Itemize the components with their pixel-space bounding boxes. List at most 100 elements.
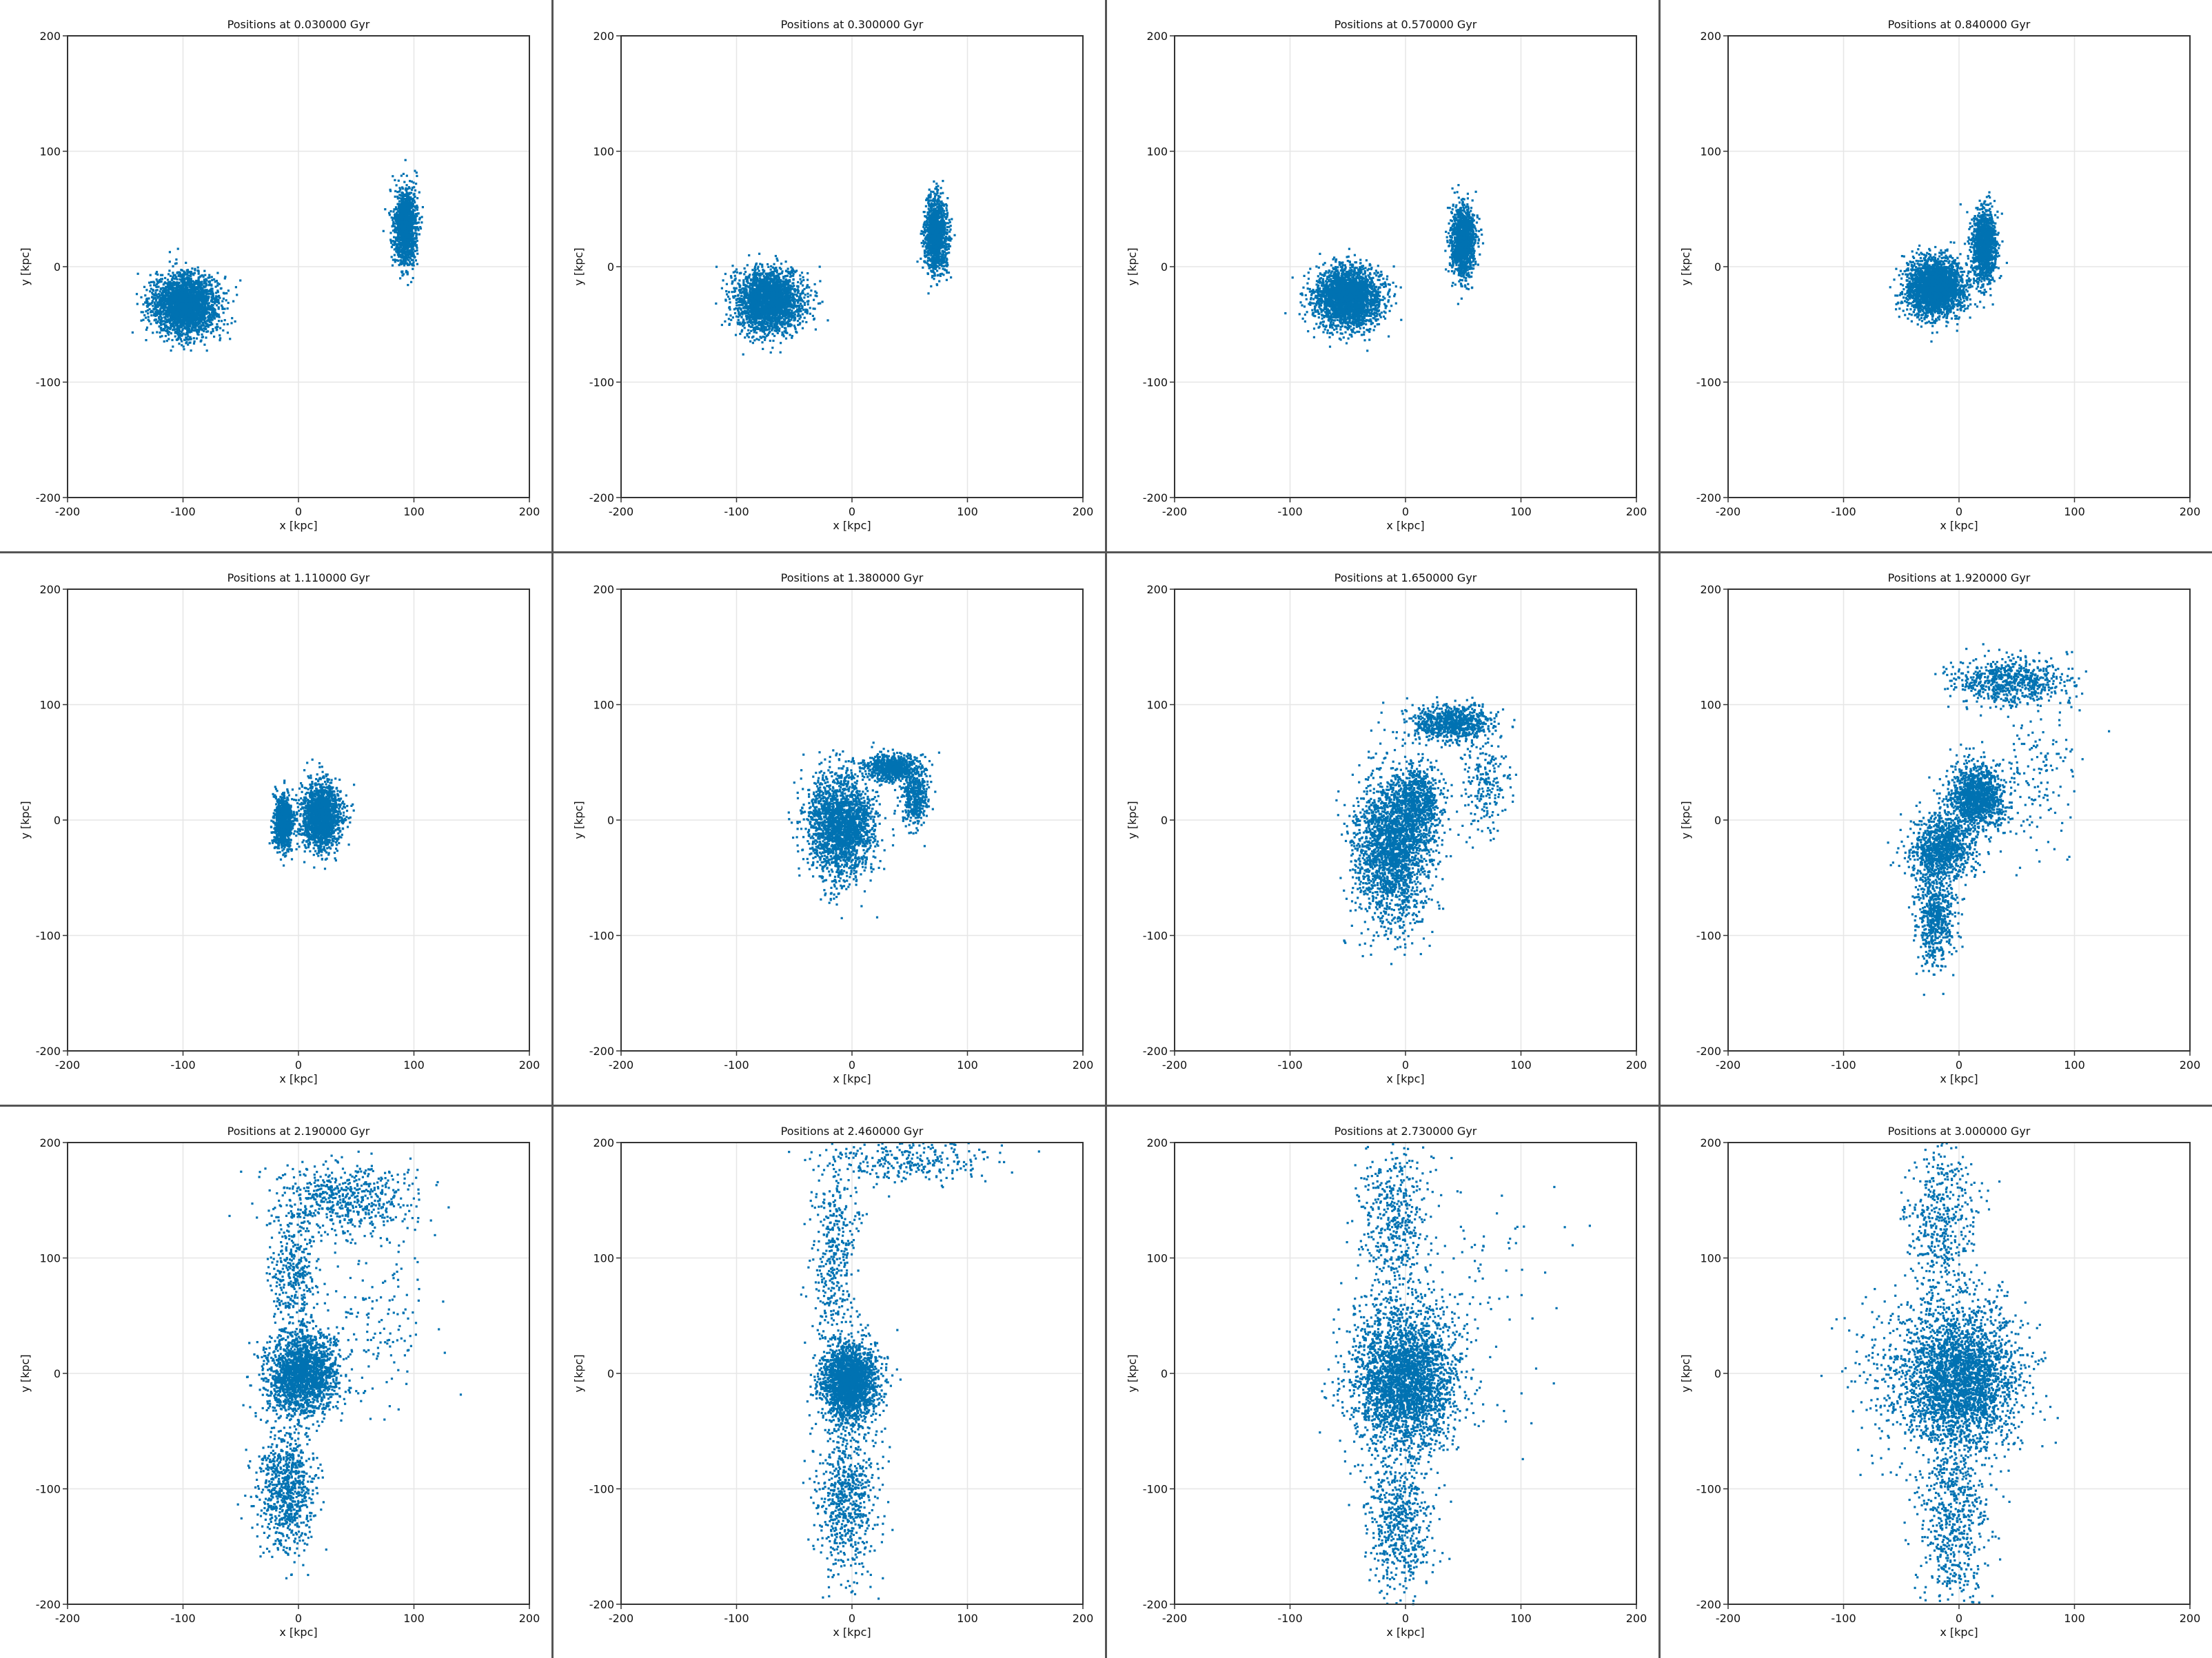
data-point — [182, 328, 184, 330]
data-point — [167, 331, 169, 333]
data-point — [394, 196, 396, 198]
data-point — [406, 254, 408, 256]
data-point — [764, 339, 766, 341]
data-point — [174, 331, 176, 334]
data-point — [167, 278, 169, 280]
data-point — [216, 323, 218, 325]
data-point — [771, 333, 773, 335]
data-point — [771, 329, 773, 331]
data-point — [169, 251, 171, 253]
data-point — [395, 214, 397, 216]
data-point — [191, 298, 193, 300]
data-point — [192, 317, 194, 319]
data-point — [406, 263, 408, 265]
data-point — [154, 307, 156, 309]
data-point — [194, 320, 196, 323]
data-point — [412, 234, 414, 236]
data-point — [810, 289, 812, 291]
data-point — [199, 276, 201, 278]
data-point — [408, 212, 410, 214]
data-point — [397, 251, 399, 253]
data-point — [412, 187, 414, 189]
data-point — [412, 203, 414, 205]
data-point — [190, 320, 192, 323]
data-point — [805, 321, 807, 323]
data-point — [208, 276, 210, 278]
data-point — [396, 184, 398, 186]
data-point — [185, 262, 187, 264]
data-point — [154, 285, 156, 287]
data-point — [179, 334, 181, 336]
data-point — [212, 330, 214, 332]
data-point — [758, 324, 760, 326]
data-point — [166, 340, 168, 342]
data-point — [403, 207, 405, 209]
data-point — [236, 294, 238, 296]
data-point — [199, 307, 201, 309]
data-point — [216, 272, 219, 274]
data-point — [203, 300, 205, 302]
data-point — [400, 174, 403, 176]
data-point — [174, 291, 176, 294]
data-point — [206, 298, 208, 300]
data-point — [403, 203, 405, 205]
data-point — [187, 344, 189, 346]
data-point — [193, 299, 195, 301]
data-point — [400, 214, 403, 216]
data-point — [174, 311, 176, 313]
data-point — [174, 336, 176, 338]
data-point — [392, 240, 394, 242]
data-point — [196, 280, 199, 282]
data-point — [402, 232, 404, 234]
data-point — [401, 192, 403, 194]
data-point — [184, 334, 186, 336]
data-point — [189, 342, 191, 344]
data-point — [409, 187, 411, 190]
data-point — [397, 240, 399, 242]
data-point — [216, 314, 219, 316]
data-point — [787, 268, 789, 270]
data-point — [227, 323, 229, 325]
data-point — [168, 291, 170, 294]
data-point — [206, 323, 208, 325]
data-point — [384, 208, 386, 210]
data-point — [181, 305, 183, 307]
data-point — [183, 307, 185, 309]
data-point — [806, 279, 809, 281]
data-point — [202, 316, 204, 318]
data-point — [396, 218, 398, 221]
data-point — [150, 314, 152, 316]
data-point — [734, 275, 736, 277]
data-point — [162, 287, 164, 289]
data-point — [187, 279, 189, 281]
data-point — [145, 339, 147, 341]
data-point — [155, 298, 157, 300]
data-point — [185, 336, 187, 338]
data-point — [747, 329, 749, 331]
data-point — [186, 269, 188, 272]
data-point — [394, 260, 396, 263]
data-point — [415, 259, 417, 261]
data-point — [185, 341, 187, 343]
data-point — [730, 275, 732, 277]
data-point — [392, 229, 394, 232]
data-point — [392, 219, 394, 221]
data-point — [407, 252, 409, 254]
data-point — [174, 295, 176, 297]
data-point — [205, 283, 207, 285]
data-point — [156, 301, 159, 303]
y-tick-label: 100 — [39, 145, 61, 158]
data-point — [177, 300, 179, 303]
data-point — [188, 311, 190, 314]
data-point — [141, 320, 143, 322]
data-point — [159, 318, 161, 320]
data-point — [176, 309, 179, 311]
data-point — [416, 237, 418, 239]
data-point — [213, 313, 215, 315]
data-point — [409, 216, 411, 218]
data-point — [163, 313, 165, 315]
data-point — [397, 254, 399, 256]
data-point — [154, 301, 156, 303]
data-point — [187, 305, 189, 307]
data-point — [190, 275, 192, 277]
